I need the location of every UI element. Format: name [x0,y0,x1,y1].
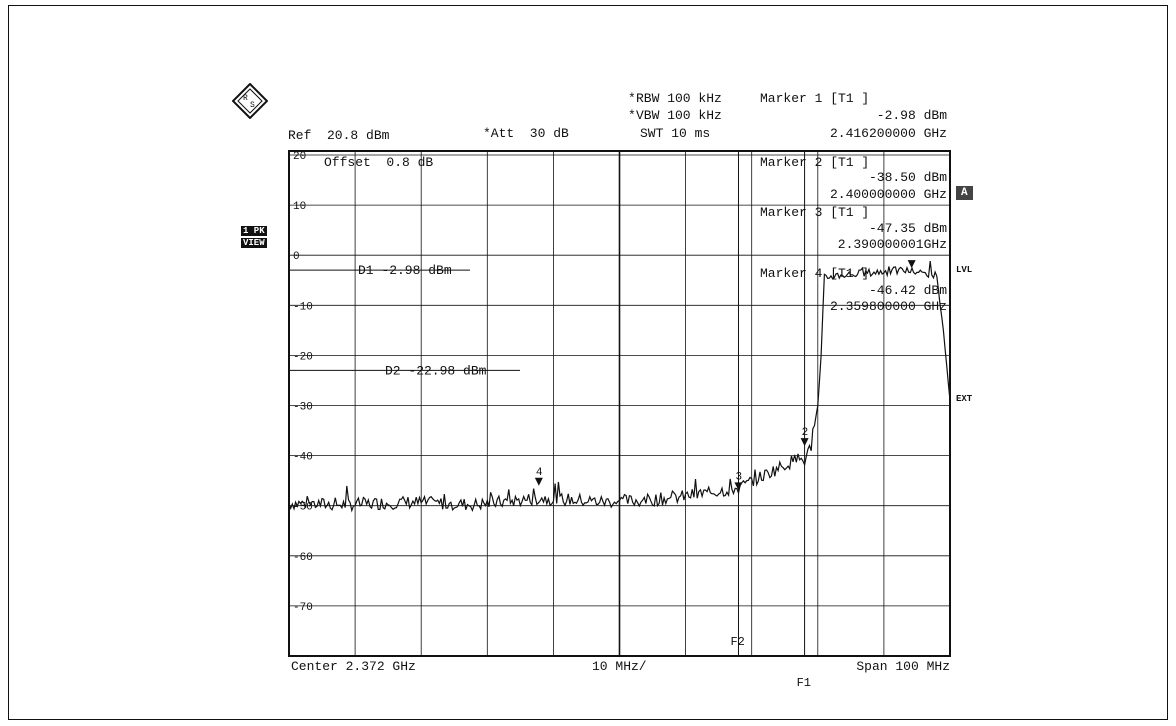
marker3-level: -47.35 dBm [868,221,947,236]
y-tick-label: -20 [293,351,313,363]
offset-label: Offset 0.8 dB [324,155,434,170]
plot-border [288,150,951,657]
view-badge: VIEW [241,238,267,248]
marker1-frequency: 2.416200000 GHz [829,126,947,141]
display-line-label: D2 -22.98 dBm [385,363,487,378]
rbw-star: * [628,91,636,106]
marker1-title: Marker 1 [T1 ] [760,91,870,106]
marker-1-symbol [907,260,916,269]
markers: 2 3 4 [534,260,916,491]
rbw-label: RBW 100 kHz [636,91,722,106]
frequency-line-label: F2 [730,635,744,649]
marker-2-symbol [800,438,809,447]
grid [289,151,950,656]
marker-3-number: 3 [735,471,742,483]
frequency-line-label: F1 [797,676,811,690]
lvl-label: LVL [956,265,973,275]
y-tick-label: -10 [293,301,313,313]
trace-mode-badge: 1 PK [241,226,267,236]
spectrum-trace [288,261,951,513]
a-badge: A [956,186,973,200]
ref-level: Ref 20.8 dBm [288,128,390,143]
ext-label: EXT [956,394,973,404]
marker-2-number: 2 [802,427,809,439]
y-tick-label: 10 [293,201,306,213]
frequency-division: 10 MHz/ [592,659,647,674]
marker1-level: -2.98 dBm [876,108,947,123]
marker2-frequency: 2.400000000 GHz [829,187,947,202]
attenuation: *Att 30 dB [483,126,569,141]
marker2-level: -38.50 dBm [868,170,947,185]
svg-text:S: S [250,101,255,110]
marker4-frequency: 2.359800000 GHz [829,299,947,314]
center-frequency: Center 2.372 GHz [291,659,416,674]
marker3-frequency: 2.390000001GHz [837,237,947,252]
display-lines: D1 -2.98 dBm D2 -22.98 dBm [289,263,520,378]
y-tick-label: -60 [293,552,313,564]
marker4-title: Marker 4 [T1 ] [760,266,870,281]
marker-4-number: 4 [536,467,543,479]
y-tick-label: -40 [293,452,313,464]
marker4-level: -46.42 dBm [868,283,947,298]
y-tick-label: -30 [293,402,313,414]
span-label: Span 100 MHz [856,659,950,674]
frequency-lines: F2 F1 [730,151,811,690]
rohde-schwarz-logo: R S [232,83,268,119]
analyzer-plot-frame [8,5,1168,720]
marker3-title: Marker 3 [T1 ] [760,205,870,220]
vbw-label: VBW 100 kHz [636,108,722,123]
svg-text:R: R [243,94,248,103]
y-tick-label: -70 [293,602,313,614]
swt-label: SWT 10 ms [640,126,711,141]
y-tick-label: 20 [293,151,306,163]
marker-3-symbol [734,482,743,491]
y-tick-label: 0 [293,251,300,263]
marker2-title: Marker 2 [T1 ] [760,155,870,170]
marker-4-symbol [534,477,543,486]
vbw-star: * [628,108,636,123]
display-line-label: D1 -2.98 dBm [358,263,452,278]
